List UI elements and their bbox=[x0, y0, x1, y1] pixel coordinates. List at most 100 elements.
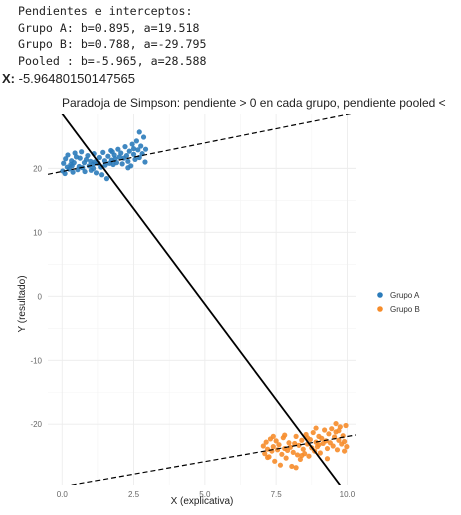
data-point bbox=[119, 161, 125, 167]
data-point bbox=[125, 158, 131, 164]
data-point bbox=[130, 151, 137, 157]
data-point bbox=[324, 456, 331, 462]
data-point bbox=[102, 162, 108, 168]
data-point bbox=[341, 438, 348, 445]
data-point bbox=[109, 149, 115, 155]
data-point bbox=[142, 146, 149, 152]
data-point bbox=[344, 444, 350, 450]
data-point bbox=[130, 145, 137, 152]
console-line: Grupo A: b=0.895, a=19.518 bbox=[18, 20, 200, 35]
data-point bbox=[65, 152, 71, 158]
data-point bbox=[313, 425, 319, 431]
x-axis-label: X (explicativa) bbox=[171, 496, 234, 507]
data-point bbox=[316, 442, 322, 448]
x-tick-label: 5.0 bbox=[199, 490, 211, 499]
x-value-label: X: bbox=[2, 71, 15, 86]
data-point bbox=[283, 455, 289, 461]
regression-lines bbox=[48, 114, 356, 485]
axis-ticks: 0.0 2.5 5.0 7.5 10.0 20 10 0 -10 -20 bbox=[30, 164, 355, 499]
data-point bbox=[333, 420, 339, 427]
data-point bbox=[294, 452, 301, 458]
data-point bbox=[317, 450, 323, 456]
data-point bbox=[289, 463, 295, 470]
data-point bbox=[329, 426, 335, 432]
y-tick-label: 10 bbox=[33, 228, 42, 237]
data-point bbox=[132, 156, 138, 163]
console-line: Grupo B: b=0.788, a=-29.795 bbox=[18, 37, 207, 51]
data-point bbox=[133, 138, 140, 144]
x-tick-label: 2.5 bbox=[128, 490, 140, 499]
data-point bbox=[85, 152, 91, 159]
data-point bbox=[334, 447, 341, 453]
data-point bbox=[263, 439, 269, 445]
chart-title: Paradoja de Simpson: pendiente > 0 en ca… bbox=[62, 96, 446, 110]
data-point bbox=[138, 143, 144, 149]
pooled-fit-line bbox=[61, 114, 342, 485]
x-value-line: X: -5.96480150147565 bbox=[2, 71, 135, 86]
data-point bbox=[310, 429, 316, 436]
data-point bbox=[270, 444, 276, 450]
data-point bbox=[270, 433, 276, 439]
data-point bbox=[99, 172, 105, 178]
data-point bbox=[123, 152, 130, 159]
data-point bbox=[262, 451, 268, 457]
data-point bbox=[282, 432, 288, 438]
data-point bbox=[135, 147, 141, 153]
x-value: -5.96480150147565 bbox=[18, 71, 136, 86]
data-point bbox=[70, 169, 76, 175]
data-point bbox=[306, 453, 312, 459]
data-point bbox=[319, 435, 325, 441]
legend: Grupo A Grupo B bbox=[377, 291, 420, 314]
data-point bbox=[118, 150, 124, 156]
legend-label: Grupo B bbox=[390, 305, 420, 314]
x-tick-label: 7.5 bbox=[271, 490, 283, 499]
data-point bbox=[343, 422, 349, 429]
console-line: Pendientes e interceptos: bbox=[18, 4, 193, 18]
data-point bbox=[300, 446, 306, 452]
data-point bbox=[122, 144, 128, 150]
data-point bbox=[100, 149, 106, 155]
data-point bbox=[105, 153, 111, 159]
data-point bbox=[69, 163, 75, 169]
data-point bbox=[293, 433, 299, 439]
data-point bbox=[77, 155, 83, 161]
data-point bbox=[292, 440, 298, 447]
data-point bbox=[290, 449, 296, 455]
legend-key bbox=[377, 306, 383, 312]
data-point bbox=[96, 154, 102, 161]
y-tick-label: 20 bbox=[33, 164, 42, 173]
data-point bbox=[126, 148, 132, 154]
console-output: Pendientes e interceptos: Grupo A: b=0.8… bbox=[18, 3, 206, 69]
group-fit-line bbox=[69, 434, 356, 485]
data-point bbox=[273, 438, 279, 444]
data-point bbox=[299, 452, 305, 459]
data-point bbox=[93, 170, 100, 176]
data-point bbox=[142, 159, 148, 165]
data-point bbox=[82, 168, 88, 175]
data-point bbox=[326, 431, 332, 437]
data-point bbox=[341, 448, 348, 454]
data-point bbox=[136, 129, 142, 135]
scatter-points bbox=[60, 129, 350, 471]
data-point bbox=[336, 428, 342, 434]
data-point bbox=[336, 437, 342, 443]
data-point bbox=[61, 160, 67, 166]
data-point bbox=[125, 165, 131, 171]
data-point bbox=[115, 146, 121, 152]
data-point bbox=[63, 156, 69, 162]
y-tick-label: -20 bbox=[30, 420, 42, 429]
data-point bbox=[299, 437, 305, 443]
legend-key bbox=[377, 292, 383, 298]
data-point bbox=[330, 443, 336, 449]
data-point bbox=[287, 444, 294, 450]
data-point bbox=[279, 451, 285, 457]
x-tick-label: 10.0 bbox=[340, 490, 356, 499]
data-point bbox=[277, 462, 284, 468]
data-point bbox=[276, 442, 282, 448]
y-tick-label: -10 bbox=[30, 356, 42, 365]
y-axis-label: Y (resultado) bbox=[17, 275, 28, 332]
x-tick-label: 0.0 bbox=[57, 490, 69, 499]
console-line: Pooled : b=-5.965, a=28.588 bbox=[18, 53, 207, 68]
data-point bbox=[260, 443, 266, 449]
